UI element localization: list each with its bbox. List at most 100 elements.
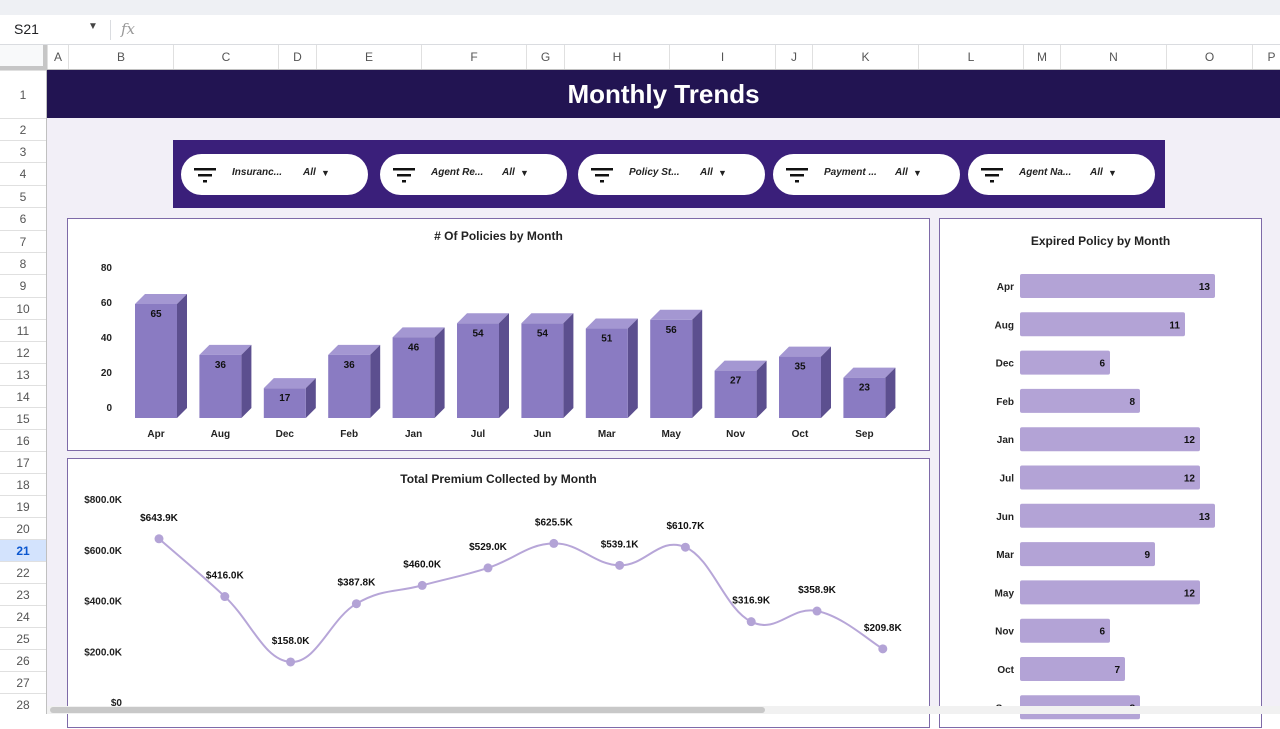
column-header-A[interactable]: A bbox=[47, 45, 68, 69]
row-header-16[interactable]: 16 bbox=[0, 429, 46, 451]
bar bbox=[1020, 657, 1125, 681]
row-header-23[interactable]: 23 bbox=[0, 583, 46, 605]
bar-top bbox=[779, 346, 831, 357]
row-header-28[interactable]: 28 bbox=[0, 693, 46, 715]
y-tick-label: Oct bbox=[997, 665, 1014, 676]
data-label: 35 bbox=[794, 362, 806, 373]
filter-value[interactable]: All bbox=[502, 167, 515, 178]
row-header-8[interactable]: 8 bbox=[0, 252, 46, 274]
filter-value[interactable]: All bbox=[895, 167, 908, 178]
divider bbox=[110, 20, 111, 40]
filter-icon bbox=[591, 168, 613, 183]
row-header-2[interactable]: 2 bbox=[0, 118, 46, 140]
row-header-24[interactable]: 24 bbox=[0, 605, 46, 627]
column-header-N[interactable]: N bbox=[1060, 45, 1166, 69]
row-header-5[interactable]: 5 bbox=[0, 185, 46, 207]
row-header-15[interactable]: 15 bbox=[0, 407, 46, 429]
bar-top bbox=[714, 360, 767, 371]
row-header-14[interactable]: 14 bbox=[0, 385, 46, 407]
column-header-M[interactable]: M bbox=[1023, 45, 1060, 69]
filter-value[interactable]: All bbox=[303, 167, 316, 178]
column-header-H[interactable]: H bbox=[564, 45, 669, 69]
filter-value[interactable]: All bbox=[700, 167, 713, 178]
column-header-P[interactable]: P bbox=[1252, 45, 1280, 69]
data-point bbox=[154, 534, 164, 544]
row-header-10[interactable]: 10 bbox=[0, 297, 46, 319]
dropdown-arrow-icon[interactable]: ▼ bbox=[913, 168, 922, 178]
filter-slicer[interactable]: Agent Re... All ▼ bbox=[380, 154, 567, 195]
column-header-I[interactable]: I bbox=[669, 45, 775, 69]
bar bbox=[650, 319, 693, 418]
bar-top bbox=[457, 313, 509, 324]
column-header-J[interactable]: J bbox=[775, 45, 812, 69]
premium-by-month-chart[interactable]: Total Premium Collected by Month $0 $200.… bbox=[67, 458, 930, 728]
data-point bbox=[878, 644, 888, 654]
column-header-F[interactable]: F bbox=[421, 45, 526, 69]
expired-by-month-chart[interactable]: Expired Policy by Month 13 Apr 11 Aug 6 Dec 8 F… bbox=[939, 218, 1262, 728]
column-header-B[interactable]: B bbox=[68, 45, 173, 69]
row-header-18[interactable]: 18 bbox=[0, 473, 46, 495]
bar bbox=[1020, 465, 1200, 490]
data-label: 17 bbox=[279, 393, 291, 404]
column-header-O[interactable]: O bbox=[1166, 45, 1252, 69]
y-tick-label: $200.0K bbox=[84, 647, 123, 658]
row-header-19[interactable]: 19 bbox=[0, 495, 46, 517]
scrollbar-thumb[interactable] bbox=[50, 707, 765, 713]
y-tick-label: 20 bbox=[101, 368, 113, 379]
row-header-1[interactable]: 1 bbox=[0, 70, 46, 118]
data-label: 51 bbox=[601, 334, 613, 345]
row-header-20[interactable]: 20 bbox=[0, 517, 46, 539]
browser-strip bbox=[0, 0, 1280, 15]
row-header-9[interactable]: 9 bbox=[0, 274, 46, 297]
column-header-D[interactable]: D bbox=[278, 45, 316, 69]
row-header-21[interactable]: 21 bbox=[0, 539, 46, 561]
bar-side bbox=[563, 313, 574, 418]
data-label: 13 bbox=[1199, 512, 1211, 523]
x-tick-label: Jan bbox=[405, 429, 422, 440]
y-tick-label: $600.0K bbox=[84, 546, 123, 557]
y-tick-label: 0 bbox=[106, 403, 112, 414]
column-header-L[interactable]: L bbox=[918, 45, 1023, 69]
row-header-7[interactable]: 7 bbox=[0, 230, 46, 252]
row-header-3[interactable]: 3 bbox=[0, 140, 46, 162]
filter-slicer[interactable]: Policy St... All ▼ bbox=[578, 154, 765, 195]
data-point bbox=[417, 580, 427, 590]
bar bbox=[328, 354, 371, 418]
row-header-27[interactable]: 27 bbox=[0, 671, 46, 693]
row-header-4[interactable]: 4 bbox=[0, 162, 46, 185]
column-header-E[interactable]: E bbox=[316, 45, 421, 69]
bar bbox=[779, 356, 821, 418]
bar-top bbox=[199, 344, 252, 355]
bar-side bbox=[499, 313, 509, 418]
column-header-C[interactable]: C bbox=[173, 45, 278, 69]
dropdown-arrow-icon[interactable]: ▼ bbox=[520, 168, 529, 178]
column-header-G[interactable]: G bbox=[526, 45, 564, 69]
dropdown-arrow-icon[interactable]: ▼ bbox=[321, 168, 330, 178]
filter-slicer[interactable]: Agent Na... All ▼ bbox=[968, 154, 1155, 195]
name-box-dropdown-icon[interactable]: ▼ bbox=[88, 21, 98, 32]
row-header-26[interactable]: 26 bbox=[0, 649, 46, 671]
row-header-13[interactable]: 13 bbox=[0, 363, 46, 385]
bar bbox=[585, 328, 628, 418]
policies-by-month-chart[interactable]: # Of Policies by Month 0 20 40 60 80 65 Apr 36 A… bbox=[67, 218, 930, 451]
data-label: $643.9K bbox=[140, 513, 179, 524]
row-header-22[interactable]: 22 bbox=[0, 561, 46, 583]
filter-slicer[interactable]: Payment ... All ▼ bbox=[773, 154, 960, 195]
row-header-17[interactable]: 17 bbox=[0, 451, 46, 473]
bar-side bbox=[821, 346, 831, 418]
x-tick-label: Jul bbox=[471, 429, 486, 440]
row-header-12[interactable]: 12 bbox=[0, 341, 46, 363]
filter-slicer[interactable]: Insuranc... All ▼ bbox=[181, 154, 368, 195]
select-all-corner[interactable] bbox=[0, 45, 47, 70]
name-box[interactable]: S21 bbox=[14, 21, 39, 37]
column-header-K[interactable]: K bbox=[812, 45, 918, 69]
dropdown-arrow-icon[interactable]: ▼ bbox=[718, 168, 727, 178]
dropdown-arrow-icon[interactable]: ▼ bbox=[1108, 168, 1117, 178]
x-tick-label: Sep bbox=[855, 429, 873, 440]
row-header-11[interactable]: 11 bbox=[0, 319, 46, 341]
filter-value[interactable]: All bbox=[1090, 167, 1103, 178]
bar bbox=[843, 377, 886, 418]
x-tick-label: Jun bbox=[534, 429, 552, 440]
row-header-6[interactable]: 6 bbox=[0, 207, 46, 230]
row-header-25[interactable]: 25 bbox=[0, 627, 46, 649]
